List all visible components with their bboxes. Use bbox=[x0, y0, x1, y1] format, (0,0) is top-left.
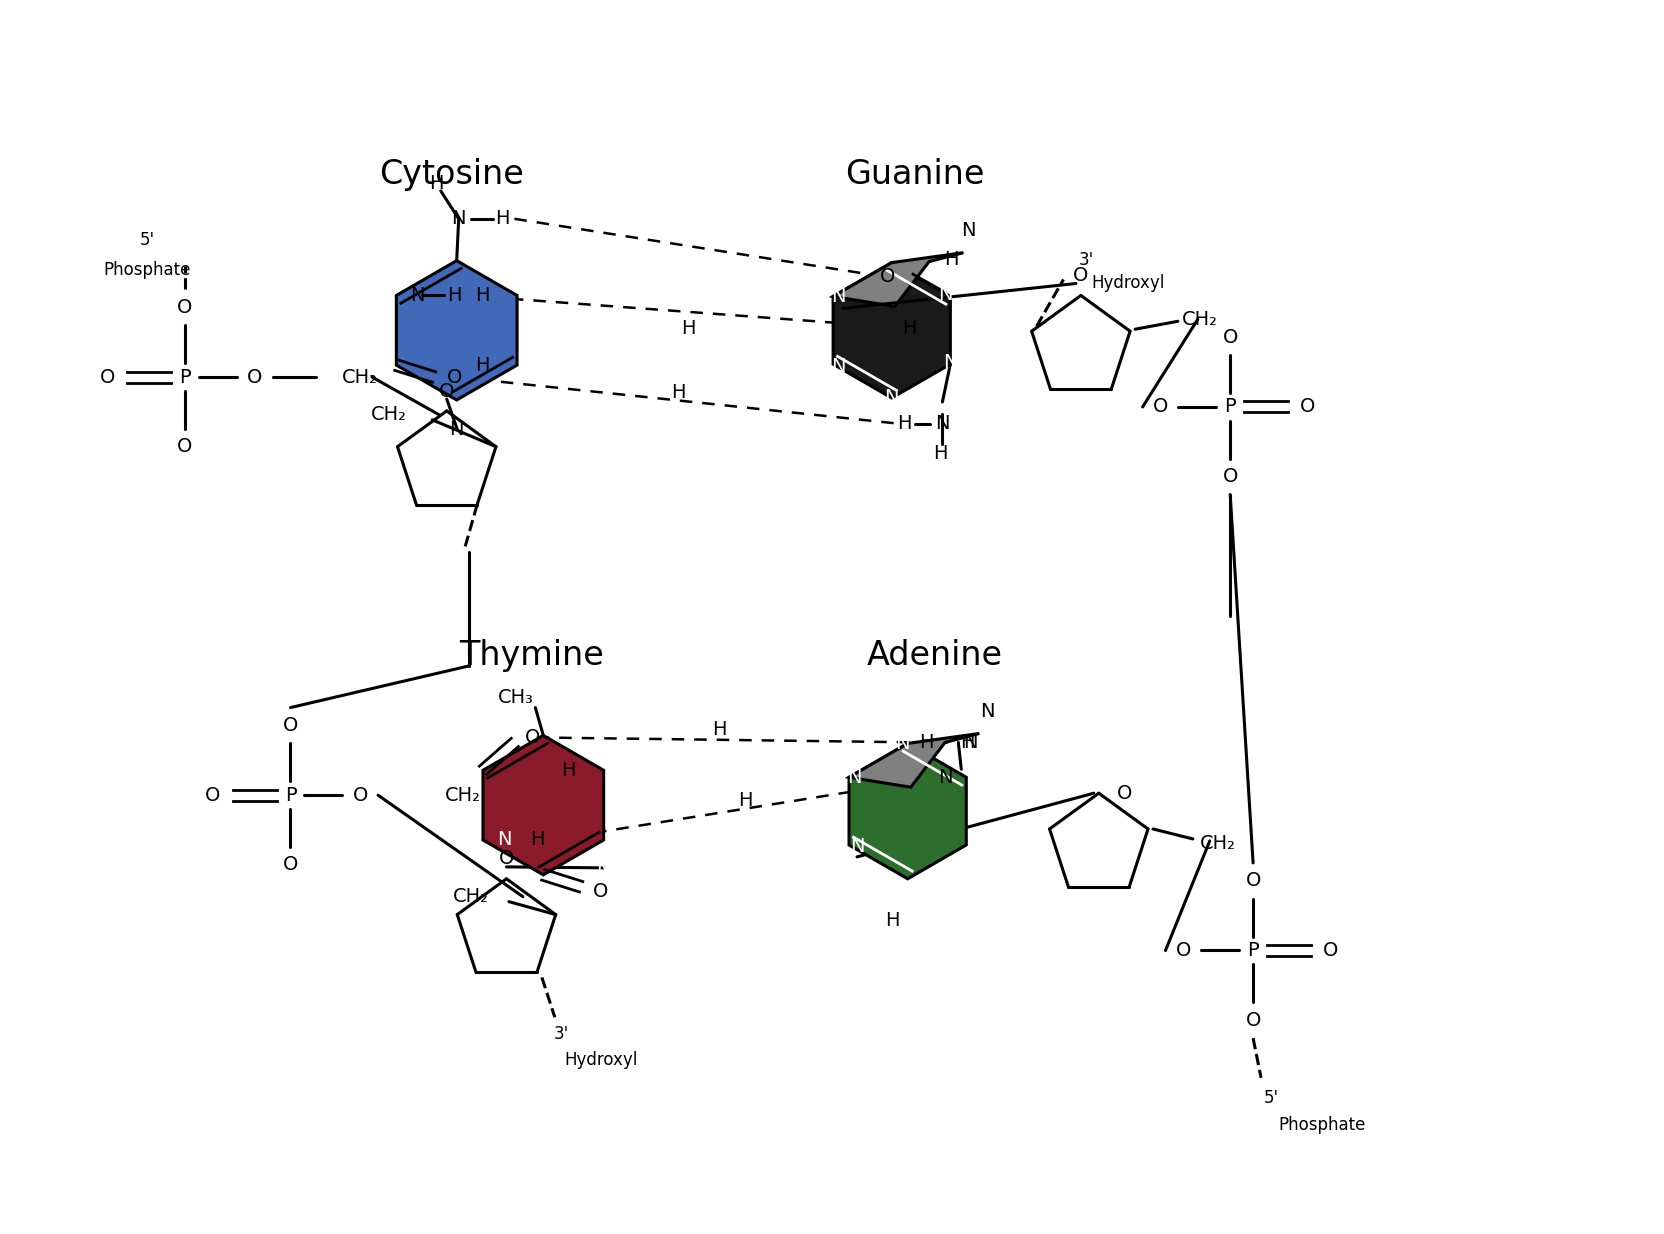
Text: H: H bbox=[739, 791, 752, 811]
Text: H: H bbox=[943, 251, 958, 269]
Text: N: N bbox=[847, 768, 862, 787]
Text: 5': 5' bbox=[140, 231, 155, 249]
Text: N: N bbox=[938, 285, 952, 304]
Text: Hydroxyl: Hydroxyl bbox=[564, 1051, 639, 1069]
Text: CH₂: CH₂ bbox=[371, 405, 406, 424]
Text: O: O bbox=[246, 368, 263, 386]
Text: O: O bbox=[1300, 397, 1316, 416]
Text: O: O bbox=[1117, 784, 1132, 802]
Text: O: O bbox=[1245, 1011, 1261, 1029]
Text: P: P bbox=[180, 368, 191, 386]
Text: CH₂: CH₂ bbox=[1181, 310, 1218, 328]
Text: N: N bbox=[830, 288, 845, 306]
Text: N: N bbox=[895, 734, 910, 753]
Text: N: N bbox=[935, 415, 950, 433]
Text: H: H bbox=[897, 415, 912, 433]
Text: O: O bbox=[1223, 328, 1238, 347]
Text: H: H bbox=[474, 286, 489, 305]
Text: N: N bbox=[596, 860, 611, 879]
Text: O: O bbox=[1223, 468, 1238, 486]
Text: P: P bbox=[1225, 397, 1236, 416]
Text: N: N bbox=[962, 221, 975, 241]
Polygon shape bbox=[483, 735, 604, 875]
Text: O: O bbox=[1176, 942, 1191, 960]
Text: H: H bbox=[681, 318, 696, 338]
Text: O: O bbox=[880, 267, 895, 286]
Text: H: H bbox=[531, 830, 544, 849]
Text: Guanine: Guanine bbox=[845, 158, 985, 190]
Text: O: O bbox=[100, 368, 115, 386]
Text: O: O bbox=[353, 786, 368, 805]
Text: O: O bbox=[1245, 871, 1261, 890]
Text: H: H bbox=[448, 286, 461, 305]
Polygon shape bbox=[849, 743, 967, 879]
Text: O: O bbox=[499, 849, 514, 869]
Polygon shape bbox=[396, 260, 518, 400]
Text: H: H bbox=[934, 444, 948, 463]
Text: N: N bbox=[449, 420, 464, 439]
Text: Thymine: Thymine bbox=[459, 639, 604, 673]
Text: O: O bbox=[178, 437, 193, 457]
Text: Phosphate: Phosphate bbox=[103, 260, 191, 279]
Text: CH₂: CH₂ bbox=[453, 887, 489, 906]
Text: O: O bbox=[205, 786, 221, 805]
Text: Adenine: Adenine bbox=[867, 639, 1002, 673]
Text: Hydroxyl: Hydroxyl bbox=[1092, 274, 1165, 292]
Text: H: H bbox=[429, 174, 444, 194]
Text: O: O bbox=[1323, 942, 1338, 960]
Polygon shape bbox=[834, 253, 963, 306]
Text: CH₂: CH₂ bbox=[1200, 834, 1236, 854]
Text: H: H bbox=[902, 318, 917, 338]
Text: O: O bbox=[1153, 397, 1168, 416]
Text: N: N bbox=[963, 733, 978, 752]
Text: H: H bbox=[561, 761, 576, 780]
Text: N: N bbox=[830, 357, 845, 375]
Text: Phosphate: Phosphate bbox=[1278, 1116, 1366, 1134]
Text: N: N bbox=[980, 702, 995, 721]
Text: 3': 3' bbox=[1078, 251, 1093, 269]
Text: P: P bbox=[1248, 942, 1260, 960]
Text: H: H bbox=[474, 355, 489, 375]
Polygon shape bbox=[834, 263, 950, 399]
Polygon shape bbox=[849, 733, 980, 787]
Text: H: H bbox=[919, 733, 934, 752]
Text: 3': 3' bbox=[554, 1025, 569, 1043]
Text: O: O bbox=[283, 716, 298, 735]
Text: N: N bbox=[885, 389, 899, 407]
Text: CH₂: CH₂ bbox=[444, 786, 481, 805]
Text: H: H bbox=[712, 721, 727, 739]
Text: Cytosine: Cytosine bbox=[379, 158, 524, 190]
Text: N: N bbox=[411, 286, 424, 305]
Text: N: N bbox=[850, 838, 864, 856]
Text: H: H bbox=[496, 210, 509, 228]
Text: O: O bbox=[178, 297, 193, 317]
Text: H: H bbox=[885, 911, 900, 930]
Text: N: N bbox=[498, 830, 511, 849]
Text: H: H bbox=[960, 733, 973, 752]
Text: CH₃: CH₃ bbox=[498, 689, 534, 707]
Text: N: N bbox=[938, 768, 952, 787]
Text: 5': 5' bbox=[1263, 1088, 1278, 1107]
Text: N: N bbox=[900, 901, 915, 919]
Text: N: N bbox=[943, 353, 957, 371]
Text: O: O bbox=[526, 728, 541, 747]
Text: O: O bbox=[594, 882, 609, 901]
Text: P: P bbox=[285, 786, 296, 805]
Text: O: O bbox=[446, 368, 463, 386]
Text: N: N bbox=[451, 210, 466, 228]
Text: O: O bbox=[283, 855, 298, 875]
Text: H: H bbox=[671, 383, 686, 402]
Text: CH₂: CH₂ bbox=[343, 368, 378, 386]
Text: O: O bbox=[439, 381, 454, 401]
Text: O: O bbox=[1073, 267, 1088, 285]
